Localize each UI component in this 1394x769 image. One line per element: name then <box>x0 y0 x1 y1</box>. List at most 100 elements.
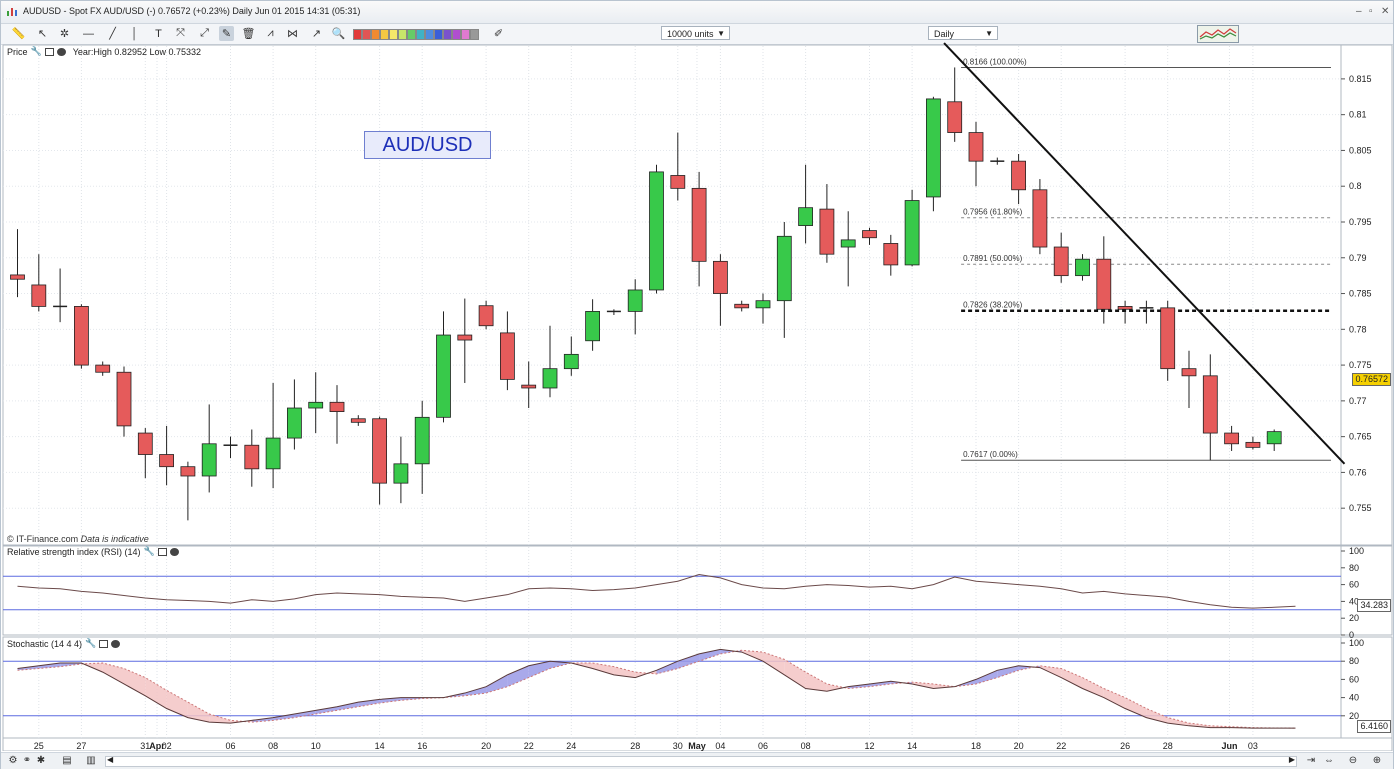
candle-bear <box>137 432 153 455</box>
stochastic-tick-label: 20 <box>1349 711 1359 721</box>
close-panel-icon[interactable] <box>56 47 66 56</box>
price-tick-label: 0.81 <box>1349 110 1367 120</box>
price-panel-header: Price 🔧 Year:High 0.82952 Low 0.75332 <box>7 46 201 57</box>
candle-bear <box>244 444 260 470</box>
close-panel-icon[interactable] <box>111 639 121 648</box>
rsi-line <box>17 574 1296 609</box>
candle-bear <box>10 274 25 280</box>
horizontal-line-icon[interactable]: — <box>83 27 94 40</box>
stochastic-fill-band <box>1061 668 1083 689</box>
vertical-line-icon[interactable]: │ <box>131 27 138 40</box>
fibonacci-icon[interactable]: ⤧ <box>176 27 185 39</box>
maximize-panel-icon[interactable] <box>99 639 109 648</box>
candle-bull <box>308 401 324 409</box>
chevron-down-icon: ▼ <box>985 29 993 38</box>
wrench-icon[interactable]: 🔧 <box>143 546 155 556</box>
wrench-icon[interactable]: 🔧 <box>85 638 97 648</box>
stochastic-fill-band <box>869 681 891 687</box>
price-panel-axis <box>1340 44 1393 546</box>
indicative-note: Data is indicative <box>80 534 149 544</box>
print-icon[interactable]: ▤ <box>62 755 72 766</box>
date-tick-label: 04 <box>715 741 725 751</box>
export-icon[interactable]: ▥ <box>86 755 96 766</box>
stochastic-fill-band <box>699 649 721 662</box>
stochastic-tick-label: 80 <box>1349 656 1359 666</box>
price-tick-label: 0.765 <box>1349 432 1372 442</box>
close-panel-icon[interactable] <box>169 547 179 556</box>
period-select[interactable]: Daily ▼ <box>928 26 998 40</box>
fan-icon[interactable]: ⤢ <box>200 27 209 39</box>
minimize-icon[interactable]: – <box>1356 6 1362 17</box>
color-swatch[interactable] <box>425 29 434 40</box>
trendline-icon[interactable]: ╱ <box>109 28 116 40</box>
restore-icon[interactable]: ▫ <box>1369 6 1373 17</box>
fit-icon[interactable]: ⇔ <box>1324 755 1334 766</box>
layout-icon[interactable]: ⚙ <box>8 755 18 766</box>
zoom-icon[interactable]: 🔍 <box>331 28 346 40</box>
color-swatch[interactable] <box>416 29 425 40</box>
rsi-panel <box>2 545 1342 636</box>
date-tick-label: 22 <box>524 741 534 751</box>
units-select[interactable]: 10000 units ▼ <box>661 26 730 40</box>
zoom-out-icon[interactable]: ⊖ <box>1348 755 1358 766</box>
horizontal-scrollbar[interactable]: ◀ ▶ <box>105 755 1297 767</box>
tools-icon[interactable]: ✱ <box>36 755 46 766</box>
date-tick-label: 30 <box>673 741 683 751</box>
price-tick-label: 0.805 <box>1349 145 1372 155</box>
text-tool-icon[interactable]: T <box>155 27 162 40</box>
rsi-value-tag: 34.283 <box>1357 599 1391 612</box>
color-swatch[interactable] <box>380 29 389 40</box>
zoom-in-icon[interactable]: ⊕ <box>1372 755 1382 766</box>
cursor-icon[interactable]: ↖ <box>37 28 48 40</box>
date-tick-label: May <box>688 741 706 751</box>
color-swatch[interactable] <box>362 29 371 40</box>
candle-bear <box>1117 306 1133 310</box>
lines-icon[interactable]: ⋈ <box>287 28 298 40</box>
candle-bull <box>265 437 281 470</box>
stochastic-fill-band <box>294 710 316 718</box>
maximize-panel-icon[interactable] <box>157 547 167 556</box>
color-swatch[interactable] <box>434 29 443 40</box>
color-swatch[interactable] <box>389 29 398 40</box>
date-tick-label: 03 <box>1248 741 1258 751</box>
candle-bull <box>542 368 558 389</box>
candle-bear <box>947 101 963 133</box>
stochastic-fill-band <box>187 702 210 723</box>
color-swatch[interactable] <box>443 29 452 40</box>
fibonacci-level-label: 0.7956 (61.80%) <box>963 208 1022 217</box>
stochastic-panel-title: Stochastic (14 4 4) <box>7 638 83 649</box>
trash-icon[interactable]: 🗑 <box>241 28 256 40</box>
wrench-icon[interactable]: 🔧 <box>30 46 42 56</box>
candle-bear <box>1181 368 1197 377</box>
color-swatch[interactable] <box>452 29 461 40</box>
chart-overview-icon[interactable] <box>1197 25 1239 43</box>
stochastic-fill-band <box>102 663 124 684</box>
eraser-icon[interactable]: ✎ <box>219 26 234 41</box>
scroll-end-icon[interactable]: ⇥ <box>1306 755 1316 766</box>
crosshair-icon[interactable]: ✲ <box>59 28 70 40</box>
color-swatch[interactable] <box>398 29 407 40</box>
date-tick-label: 20 <box>481 741 491 751</box>
color-swatch[interactable] <box>470 29 479 40</box>
stochastic-tick-label: 100 <box>1349 638 1364 648</box>
color-swatch[interactable] <box>353 29 362 40</box>
link-icon[interactable]: ⚭ <box>22 755 32 766</box>
color-swatch[interactable] <box>371 29 380 40</box>
ruler-icon[interactable]: 📏 <box>11 28 26 40</box>
scroll-right-icon[interactable]: ▶ <box>1288 755 1295 764</box>
candle-bull <box>563 353 579 370</box>
candle-bull <box>414 416 430 465</box>
fibonacci-level-label: 0.7826 (38.20%) <box>963 301 1022 310</box>
arrow-icon[interactable]: ↗ <box>311 28 322 40</box>
date-tick-label: 06 <box>758 741 768 751</box>
color-swatch[interactable] <box>461 29 470 40</box>
color-swatch[interactable] <box>407 29 416 40</box>
maximize-panel-icon[interactable] <box>44 47 54 56</box>
chart-style-icon[interactable]: ⩘ <box>267 27 274 39</box>
close-window-icon[interactable]: ✕ <box>1381 6 1390 17</box>
draw-settings-icon[interactable]: ✐ <box>493 28 504 40</box>
scroll-left-icon[interactable]: ◀ <box>107 755 114 764</box>
candle-bear <box>521 384 537 389</box>
